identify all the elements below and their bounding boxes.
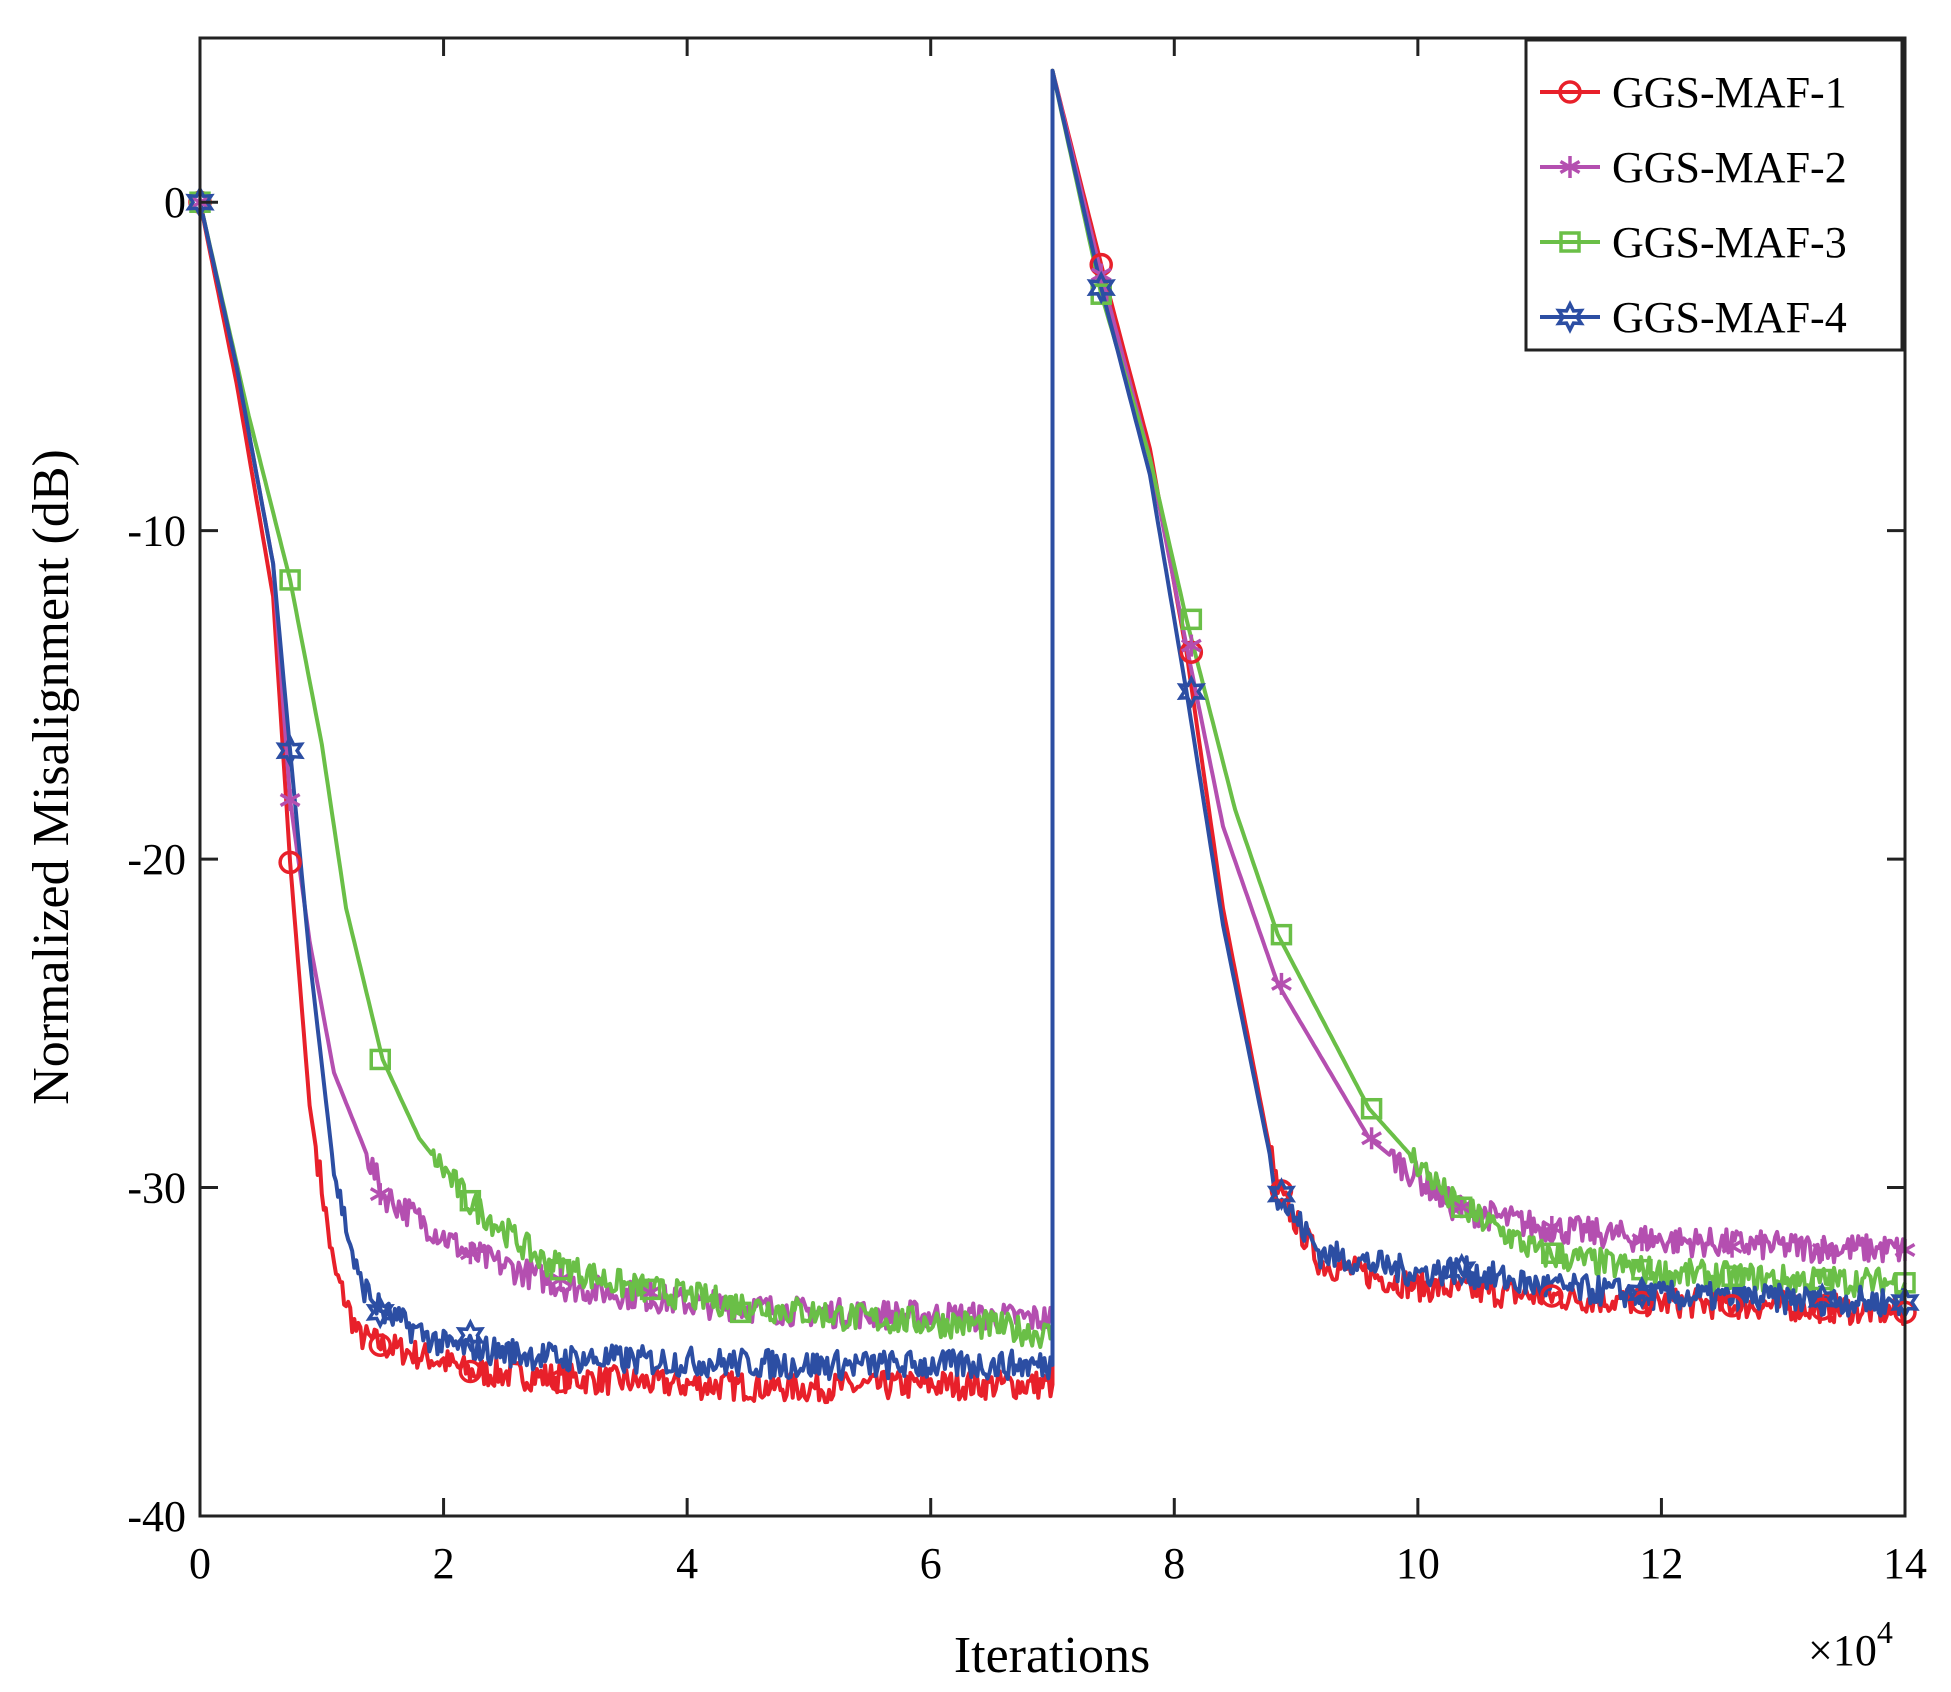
marker-ggs-maf-1-3 [458,1359,483,1384]
x-tick-label: 0 [189,1539,211,1588]
marker-ggs-maf-2-3 [459,1242,481,1265]
marker-ggs-maf-2-11 [1541,1215,1563,1238]
marker-ggs-maf-1-4 [548,1369,573,1394]
marker-ggs-maf-3-11 [1450,1196,1473,1219]
legend-label: GGS-MAF-3 [1612,218,1847,267]
marker-ggs-maf-3-2 [369,1048,391,1071]
marker-ggs-maf-2-9 [1361,1127,1382,1150]
marker-ggs-maf-2-7 [1180,634,1202,657]
x-multiplier: ×104 [1808,1614,1893,1675]
y-tick-label: -20 [127,835,186,884]
y-tick-label: 0 [164,178,186,227]
marker-ggs-maf-2-8 [1271,972,1292,995]
x-tick-label: 8 [1163,1539,1185,1588]
marker-ggs-maf-3-8 [1180,608,1203,631]
legend-item-1: GGS-MAF-1 [1540,68,1847,117]
marker-ggs-maf-2-2 [369,1183,391,1206]
marker-ggs-maf-3-3 [459,1189,482,1212]
legend-marker [1559,156,1581,178]
x-tick-label: 12 [1639,1539,1683,1588]
marker-ggs-maf-4-2 [365,1295,395,1330]
marker-ggs-maf-1-2 [368,1333,392,1357]
marker-ggs-maf-3-6 [729,1301,752,1324]
x-tick-label: 6 [920,1539,942,1588]
x-tick-labels: 0 2 4 6 8 10 12 14 [189,1539,1927,1588]
marker-ggs-maf-4-8 [1627,1275,1657,1310]
x-tick-label: 4 [676,1539,698,1588]
axis-ticks [198,38,1907,1518]
legend-item-3: GGS-MAF-3 [1540,218,1847,267]
marker-ggs-maf-4-7 [1446,1252,1477,1287]
y-tick-labels: 0 -10 -20 -30 -40 [127,178,186,1541]
y-tick-label: -10 [127,507,186,556]
y-tick-label: -30 [127,1164,186,1213]
marker-ggs-maf-1-8 [1540,1284,1564,1308]
legend-label: GGS-MAF-4 [1612,293,1847,342]
marker-ggs-maf-3-12 [1541,1242,1563,1264]
x-tick-label: 2 [433,1539,455,1588]
legend-item-4: GGS-MAF-4 [1540,293,1847,342]
legend-marker [1558,80,1582,104]
marker-ggs-maf-2-14 [1811,1238,1833,1261]
x-tick-label: 10 [1396,1539,1440,1588]
legend: GGS-MAF-1 GGS-MAF-2 GGS-MAF-3 GGS-MAF-4 [1524,38,1904,352]
marker-ggs-maf-3-5 [639,1278,662,1301]
legend-marker [1559,231,1581,253]
x-tick-label: 14 [1883,1539,1927,1588]
marker-ggs-maf-3-9 [1270,923,1293,946]
marker-ggs-maf-4-5 [1176,674,1206,709]
marker-ggs-maf-2-1 [279,788,301,811]
marker-ggs-maf-1-11 [1810,1297,1834,1321]
legend-label: GGS-MAF-1 [1612,68,1847,117]
legend-label: GGS-MAF-2 [1612,143,1847,192]
marker-ggs-maf-1-10 [1720,1294,1744,1318]
legend-item-2: GGS-MAF-2 [1540,143,1847,192]
marker-ggs-maf-2-12 [1631,1229,1653,1252]
marker-ggs-maf-2-13 [1721,1235,1743,1258]
legend-marker [1555,300,1585,334]
marker-ggs-maf-4-9 [1807,1282,1837,1317]
marker-ggs-maf-4-6 [1266,1177,1297,1211]
marker-ggs-maf-3-10 [1360,1097,1383,1120]
marker-ggs-maf-3-1 [279,569,301,591]
marker-ggs-maf-1-9 [1630,1290,1654,1315]
marker-ggs-maf-4-1 [275,733,305,768]
marker-ggs-maf-1-1 [278,850,302,875]
x-axis-title: Iterations [954,1627,1150,1684]
y-tick-label: -40 [127,1492,186,1541]
marker-ggs-maf-3-14 [1721,1265,1743,1287]
x-multiplier-exponent: 4 [1877,1614,1893,1650]
x-multiplier-base: ×10 [1808,1626,1877,1675]
y-axis-title: Normalized Misalignment (dB) [23,449,80,1105]
marker-ggs-maf-3-4 [549,1258,572,1281]
axes-box [198,36,1907,1518]
marker-ggs-maf-4-4 [1086,270,1116,305]
marker-ggs-maf-4-3 [455,1318,485,1353]
